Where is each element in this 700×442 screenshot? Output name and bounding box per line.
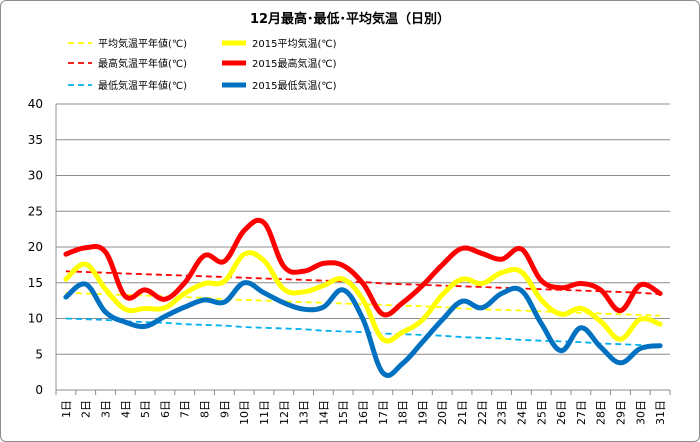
x-tick-label: 25日: [535, 400, 548, 425]
y-tick-label: 10: [28, 312, 43, 326]
x-tick-label: 21日: [456, 400, 469, 425]
y-tick-label: 40: [28, 97, 43, 111]
x-tick-label: 24日: [515, 400, 528, 425]
legend-label: 2015平均気温(℃): [252, 37, 337, 50]
y-tick-label: 0: [35, 383, 43, 397]
x-tick-label: 7日: [179, 400, 192, 418]
x-tick-label: 2日: [80, 400, 93, 418]
series-line-3: [63, 217, 663, 318]
gridlines: [55, 103, 670, 391]
x-tick-label: 8日: [199, 400, 212, 418]
x-tick-label: 13日: [298, 400, 311, 425]
chart-title: 12月最高･最低･平均気温（日別）: [250, 11, 450, 27]
x-axis-ticks: 1日 2日 3日 4日 5日 6日 7日 8日 9日 10日 11日 12日 13日 14日 15日 16日 1…: [55, 390, 671, 425]
x-tick-label: 27日: [575, 400, 588, 425]
chart-legend: 平均気温平年値(℃) 2015平均気温(℃) 最高気温平年値(℃) 2015最高気温(…: [68, 37, 337, 92]
x-tick-label: 6日: [159, 400, 172, 418]
y-axis-ticks: 0 5 10 15 20 25 30 35 40: [28, 97, 43, 397]
x-tick-label: 22日: [476, 400, 489, 425]
x-tick-label: 16日: [357, 400, 370, 425]
x-tick-label: 15日: [337, 400, 350, 425]
x-tick-label: 20日: [436, 400, 449, 425]
series-lines: [63, 217, 663, 378]
y-tick-label: 5: [35, 347, 43, 361]
legend-label: 2015最高気温(℃): [252, 57, 337, 70]
y-tick-label: 25: [28, 204, 43, 218]
legend-label: 2015最低気温(℃): [252, 79, 337, 92]
x-tick-label: 12日: [278, 400, 291, 425]
series-line-5: [63, 280, 663, 378]
x-tick-label: 1日: [60, 400, 73, 418]
x-tick-label: 30日: [634, 400, 647, 425]
x-tick-label: 17日: [377, 400, 390, 425]
legend-label: 最低気温平年値(℃): [98, 79, 187, 92]
x-tick-label: 11日: [258, 400, 271, 425]
legend-label: 平均気温平年値(℃): [98, 37, 187, 50]
x-tick-label: 23日: [496, 400, 509, 425]
y-tick-label: 35: [28, 133, 43, 147]
y-tick-label: 20: [28, 240, 43, 254]
x-tick-label: 9日: [218, 400, 231, 418]
x-tick-label: 3日: [100, 400, 113, 418]
series-line-1: [63, 250, 663, 344]
x-tick-label: 4日: [119, 400, 132, 418]
x-tick-label: 26日: [555, 400, 568, 425]
x-tick-label: 14日: [317, 400, 330, 425]
x-tick-label: 5日: [139, 400, 152, 418]
x-tick-label: 28日: [595, 400, 608, 425]
y-tick-label: 15: [28, 276, 43, 290]
x-tick-label: 31日: [654, 400, 667, 425]
x-tick-label: 19日: [416, 400, 429, 425]
legend-label: 最高気温平年値(℃): [98, 57, 187, 70]
series-line-4: [65, 317, 661, 348]
x-tick-label: 10日: [238, 400, 251, 425]
x-tick-label: 18日: [397, 400, 410, 425]
y-tick-label: 30: [28, 169, 43, 183]
x-tick-label: 29日: [614, 400, 627, 425]
